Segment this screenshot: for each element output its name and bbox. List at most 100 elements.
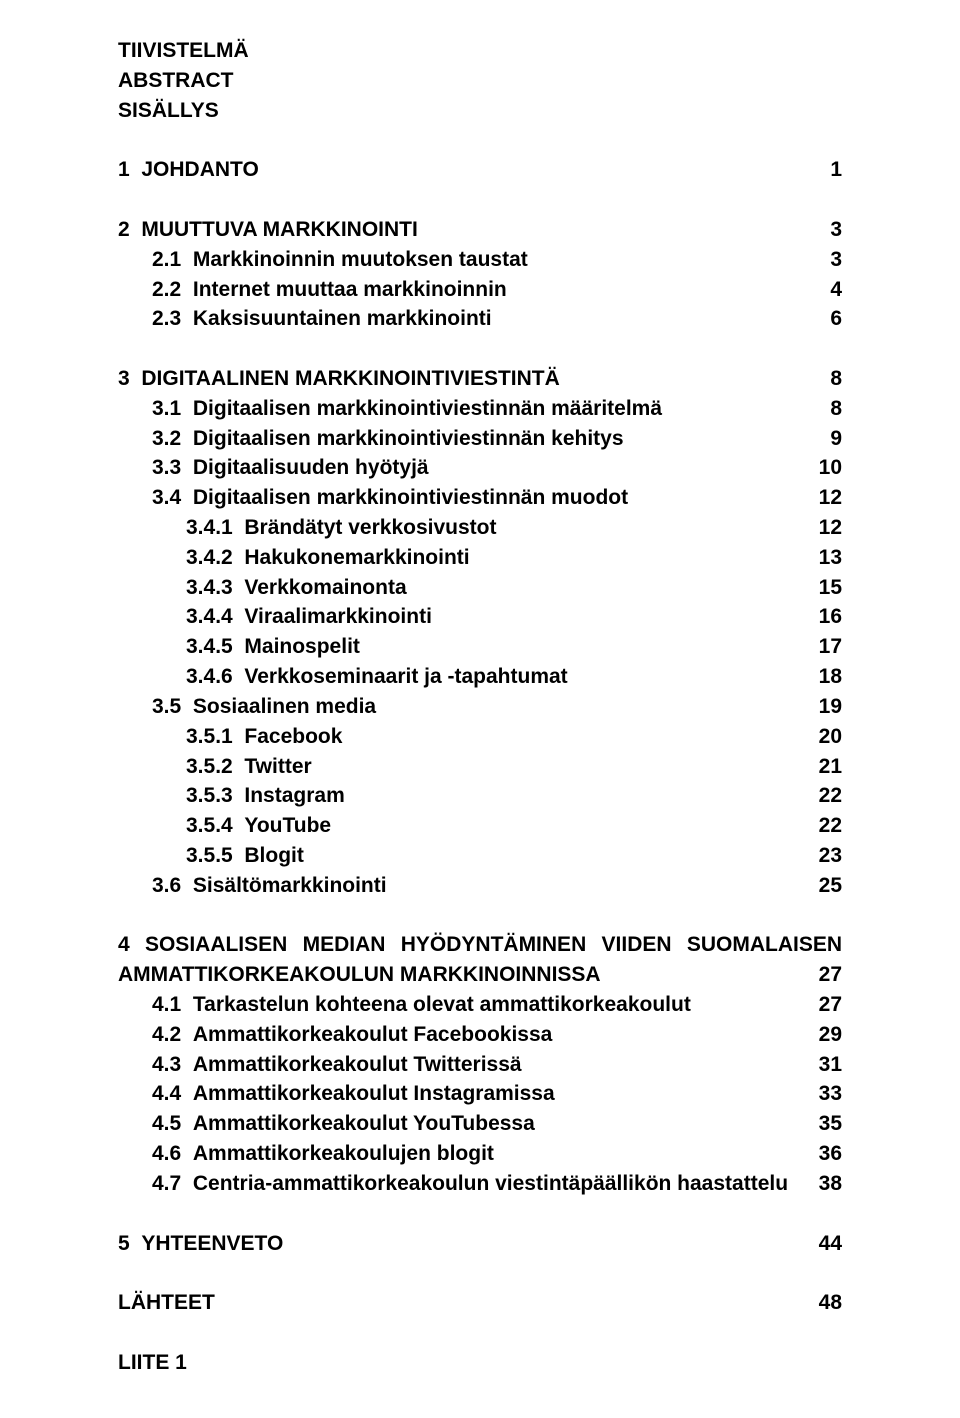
toc-title: Ammattikorkeakoulujen blogit — [193, 1142, 494, 1165]
toc-title: Sisältömarkkinointi — [193, 874, 387, 897]
toc-title: Brändätyt verkkosivustot — [244, 516, 496, 539]
toc-item-3-4-6: 3.4.6 Verkkoseminaarit ja -tapahtumat 18 — [118, 662, 842, 692]
toc-title: YHTEENVETO — [141, 1232, 283, 1255]
toc-label: 4.2 Ammattikorkeakoulut Facebookissa — [152, 1020, 552, 1050]
toc-num: 5 — [118, 1232, 130, 1255]
toc-num: 3.4 — [152, 486, 181, 509]
toc-page: 38 — [819, 1169, 842, 1199]
toc-item-2-1: 2.1 Markkinoinnin muutoksen taustat 3 — [118, 245, 842, 275]
toc-page: 27 — [819, 960, 842, 990]
toc-section-2: 2 MUUTTUVA MARKKINOINTI 3 — [118, 215, 842, 245]
toc-num: 4.1 — [152, 993, 181, 1016]
toc-title: Blogit — [244, 844, 303, 867]
toc-page: 6 — [830, 304, 842, 334]
toc-label: 3.6 Sisältömarkkinointi — [152, 871, 387, 901]
toc-num: 3.1 — [152, 397, 181, 420]
toc-item-3-4-2: 3.4.2 Hakukonemarkkinointi 13 — [118, 543, 842, 573]
toc-label: 3.5.4 YouTube — [186, 811, 331, 841]
toc-item-3-5-3: 3.5.3 Instagram 22 — [118, 781, 842, 811]
toc-item-4-3: 4.3 Ammattikorkeakoulut Twitterissä 31 — [118, 1050, 842, 1080]
toc-label: 3.4.4 Viraalimarkkinointi — [186, 602, 432, 632]
toc-label: 4.6 Ammattikorkeakoulujen blogit — [152, 1139, 494, 1169]
toc-label: 3.5.3 Instagram — [186, 781, 345, 811]
toc-item-4-2: 4.2 Ammattikorkeakoulut Facebookissa 29 — [118, 1020, 842, 1050]
toc-label: 3.4.2 Hakukonemarkkinointi — [186, 543, 470, 573]
toc-label: 1 JOHDANTO — [118, 155, 259, 185]
toc-num: 3.4.3 — [186, 576, 233, 599]
toc-title: Ammattikorkeakoulut Twitterissä — [193, 1053, 522, 1076]
toc-title: Ammattikorkeakoulut YouTubessa — [193, 1112, 535, 1135]
toc-section-5: 5 YHTEENVETO 44 — [118, 1229, 842, 1259]
toc-num: 4.4 — [152, 1082, 181, 1105]
toc-item-3-5-4: 3.5.4 YouTube 22 — [118, 811, 842, 841]
toc-item-3-4-1: 3.4.1 Brändätyt verkkosivustot 12 — [118, 513, 842, 543]
heading-sisallys: SISÄLLYS — [118, 96, 842, 126]
toc-page: 19 — [819, 692, 842, 722]
toc-label: 4.5 Ammattikorkeakoulut YouTubessa — [152, 1109, 535, 1139]
toc-page: 12 — [819, 513, 842, 543]
toc-page: 35 — [819, 1109, 842, 1139]
toc-label: 2.1 Markkinoinnin muutoksen taustat — [152, 245, 528, 275]
toc-page: 1 — [830, 155, 842, 185]
toc-title: Mainospelit — [244, 635, 360, 658]
toc-num: 3.4.5 — [186, 635, 233, 658]
toc-page: 4 — [830, 275, 842, 305]
toc-label: 3.4 Digitaalisen markkinointiviestinnän … — [152, 483, 628, 513]
toc-label: 2 MUUTTUVA MARKKINOINTI — [118, 215, 418, 245]
toc-section-3: 3 DIGITAALINEN MARKKINOINTIVIESTINTÄ 8 — [118, 364, 842, 394]
toc-section-1: 1 JOHDANTO 1 — [118, 155, 842, 185]
toc-num: 3.5.2 — [186, 755, 233, 778]
toc-label: 3.5 Sosiaalinen media — [152, 692, 376, 722]
toc-num: 3.4.1 — [186, 516, 233, 539]
toc-label: 4.3 Ammattikorkeakoulut Twitterissä — [152, 1050, 522, 1080]
toc-label: 3.5.2 Twitter — [186, 752, 312, 782]
toc-title: Kaksisuuntainen markkinointi — [193, 307, 492, 330]
toc-item-2-3: 2.3 Kaksisuuntainen markkinointi 6 — [118, 304, 842, 334]
toc-title: Tarkastelun kohteena olevat ammattikorke… — [193, 993, 691, 1016]
toc-page: 3 — [830, 245, 842, 275]
toc-label: 3.2 Digitaalisen markkinointiviestinnän … — [152, 424, 624, 454]
toc-section-4-line2: AMMATTIKORKEAKOULUN MARKKINOINNISSA 27 — [118, 960, 842, 990]
toc-title: Instagram — [244, 784, 344, 807]
toc-page: 27 — [819, 990, 842, 1020]
toc-label: 2.3 Kaksisuuntainen markkinointi — [152, 304, 492, 334]
spacer — [118, 185, 842, 215]
toc-item-3-4-3: 3.4.3 Verkkomainonta 15 — [118, 573, 842, 603]
toc-title: Digitaalisen markkinointiviestinnän määr… — [193, 397, 662, 420]
toc-num: 4.6 — [152, 1142, 181, 1165]
toc-title: Digitaalisuuden hyötyjä — [193, 456, 429, 479]
spacer — [118, 1199, 842, 1229]
toc-num: 3.5.3 — [186, 784, 233, 807]
toc-label: 3.4.6 Verkkoseminaarit ja -tapahtumat — [186, 662, 568, 692]
toc-title: Viraalimarkkinointi — [244, 605, 432, 628]
spacer — [118, 125, 842, 155]
toc-label: 3.1 Digitaalisen markkinointiviestinnän … — [152, 394, 662, 424]
toc-item-3-1: 3.1 Digitaalisen markkinointiviestinnän … — [118, 394, 842, 424]
toc-page: 31 — [819, 1050, 842, 1080]
toc-item-2-2: 2.2 Internet muuttaa markkinoinnin 4 — [118, 275, 842, 305]
toc-num: 3.4.6 — [186, 665, 233, 688]
toc-num: 3.4.4 — [186, 605, 233, 628]
toc-page: 12 — [819, 483, 842, 513]
toc-label: 3.3 Digitaalisuuden hyötyjä — [152, 453, 429, 483]
toc-title: DIGITAALINEN MARKKINOINTIVIESTINTÄ — [141, 367, 559, 390]
toc-num: 2.3 — [152, 307, 181, 330]
toc-num: 3.2 — [152, 427, 181, 450]
spacer — [118, 1318, 842, 1348]
toc-page: 33 — [819, 1079, 842, 1109]
toc-item-3-6: 3.6 Sisältömarkkinointi 25 — [118, 871, 842, 901]
toc-label: 3 DIGITAALINEN MARKKINOINTIVIESTINTÄ — [118, 364, 560, 394]
toc-item-4-7: 4.7 Centria-ammattikorkeakoulun viestint… — [118, 1169, 842, 1199]
toc-title: AMMATTIKORKEAKOULUN MARKKINOINNISSA — [118, 960, 601, 990]
toc-references: LÄHTEET 48 — [118, 1288, 842, 1318]
toc-label: 3.4.3 Verkkomainonta — [186, 573, 407, 603]
toc-item-3-5-1: 3.5.1 Facebook 20 — [118, 722, 842, 752]
toc-item-4-6: 4.6 Ammattikorkeakoulujen blogit 36 — [118, 1139, 842, 1169]
toc-item-3-4-4: 3.4.4 Viraalimarkkinointi 16 — [118, 602, 842, 632]
toc-title: Hakukonemarkkinointi — [244, 546, 469, 569]
toc-page: 22 — [819, 811, 842, 841]
toc-num: 3.5.4 — [186, 814, 233, 837]
toc-label: 2.2 Internet muuttaa markkinoinnin — [152, 275, 507, 305]
toc-title: Verkkomainonta — [244, 576, 406, 599]
toc-item-3-4: 3.4 Digitaalisen markkinointiviestinnän … — [118, 483, 842, 513]
